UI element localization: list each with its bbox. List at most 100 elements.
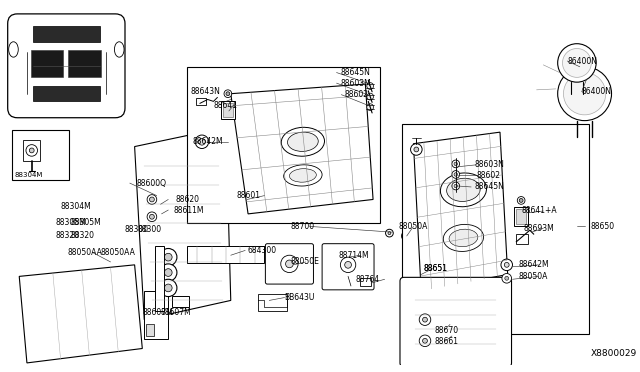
Circle shape [557, 67, 612, 121]
Text: BB643U: BB643U [285, 293, 315, 302]
Text: 88300: 88300 [138, 225, 162, 234]
Circle shape [195, 135, 209, 148]
Text: 88642M: 88642M [192, 137, 223, 146]
Circle shape [147, 212, 157, 222]
Circle shape [517, 196, 525, 204]
Circle shape [224, 90, 232, 97]
Text: 88714M: 88714M [339, 251, 369, 260]
Text: 88602: 88602 [477, 171, 501, 180]
Bar [196, 97, 206, 105]
Bar [155, 246, 164, 311]
Ellipse shape [9, 42, 19, 57]
Text: 88050E: 88050E [291, 257, 319, 266]
Text: 88670: 88670 [435, 326, 459, 335]
Text: 88050AA: 88050AA [67, 248, 102, 257]
Text: 88693M: 88693M [523, 224, 554, 233]
FancyBboxPatch shape [400, 278, 511, 367]
Text: 88603M: 88603M [340, 78, 371, 88]
Bar [515, 207, 528, 227]
Circle shape [198, 138, 205, 145]
Text: 88641: 88641 [214, 101, 237, 110]
Circle shape [26, 145, 38, 156]
Text: 88645N: 88645N [340, 68, 371, 77]
Text: 88607M: 88607M [142, 308, 173, 317]
Circle shape [519, 199, 523, 202]
Text: 88700: 88700 [291, 222, 314, 231]
Text: 88611M: 88611M [173, 206, 204, 215]
Circle shape [505, 276, 509, 280]
Circle shape [388, 232, 391, 235]
Circle shape [454, 184, 458, 188]
Text: 88603N: 88603N [474, 160, 504, 169]
Circle shape [563, 73, 605, 115]
Text: 88600Q: 88600Q [136, 179, 166, 187]
Circle shape [385, 229, 393, 237]
Circle shape [419, 314, 431, 326]
FancyBboxPatch shape [266, 244, 314, 284]
Bar [402, 125, 589, 334]
Bar [172, 296, 189, 307]
Ellipse shape [447, 178, 480, 201]
Text: 88641+A: 88641+A [521, 206, 557, 215]
Bar [33, 86, 100, 102]
Circle shape [367, 83, 374, 89]
Circle shape [504, 262, 509, 267]
Text: 88651: 88651 [423, 264, 447, 273]
Circle shape [452, 182, 460, 190]
FancyBboxPatch shape [8, 14, 125, 118]
Circle shape [164, 284, 172, 292]
Circle shape [557, 44, 596, 82]
Circle shape [414, 147, 419, 152]
Text: 86400N: 86400N [567, 57, 597, 65]
Circle shape [29, 148, 34, 153]
Circle shape [226, 92, 230, 96]
Text: 88651: 88651 [423, 264, 447, 273]
Bar [221, 102, 235, 119]
Text: 88620: 88620 [176, 195, 200, 204]
Bar [33, 26, 100, 42]
Text: X8800029: X8800029 [590, 349, 637, 358]
Bar [12, 130, 69, 180]
Circle shape [340, 257, 356, 273]
Text: 88645N: 88645N [474, 182, 504, 192]
Circle shape [281, 255, 298, 273]
Ellipse shape [284, 165, 322, 186]
Text: 88320: 88320 [56, 231, 80, 240]
Bar [23, 140, 40, 161]
Bar [31, 51, 63, 77]
Circle shape [422, 339, 428, 343]
Circle shape [401, 232, 410, 240]
Ellipse shape [115, 42, 124, 57]
Circle shape [367, 93, 374, 100]
Text: 88300: 88300 [125, 225, 149, 234]
Text: 86400N: 86400N [582, 87, 612, 96]
Ellipse shape [449, 229, 478, 247]
Text: 88305M: 88305M [56, 218, 86, 227]
Circle shape [502, 273, 511, 283]
Bar [516, 209, 526, 224]
Polygon shape [19, 265, 142, 363]
Bar [68, 51, 101, 77]
Circle shape [452, 160, 460, 168]
Text: 88650: 88650 [590, 222, 614, 231]
Text: 88050A: 88050A [398, 222, 428, 231]
Text: 88764: 88764 [356, 275, 380, 284]
Bar [188, 246, 264, 263]
Text: 88304M: 88304M [15, 173, 43, 179]
Circle shape [164, 269, 172, 276]
Bar [223, 103, 233, 117]
Circle shape [164, 253, 172, 261]
Circle shape [411, 144, 422, 155]
Circle shape [159, 264, 177, 281]
Text: 88050AA: 88050AA [101, 248, 136, 257]
Circle shape [501, 259, 513, 270]
Text: 88320: 88320 [70, 231, 94, 240]
Circle shape [367, 104, 374, 110]
Ellipse shape [281, 127, 324, 156]
Text: 88642M: 88642M [518, 260, 549, 269]
FancyBboxPatch shape [322, 244, 374, 290]
Bar [188, 67, 380, 222]
Polygon shape [231, 84, 373, 214]
Text: 88607M: 88607M [161, 308, 191, 317]
Text: 88304M: 88304M [61, 202, 92, 211]
